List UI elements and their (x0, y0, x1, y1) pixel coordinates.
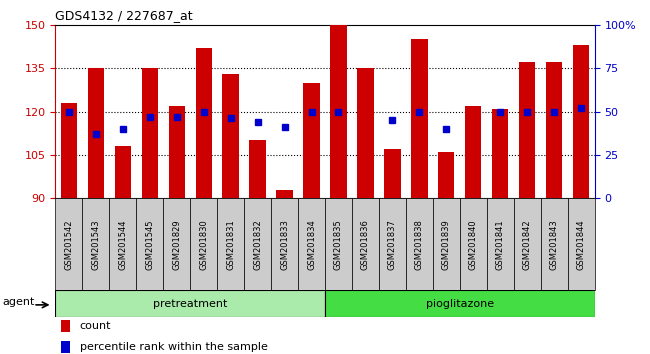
Bar (438, 152, 454, 198)
Bar (55, 198, 83, 290)
Text: agent: agent (3, 297, 35, 307)
Text: GSM201545: GSM201545 (145, 219, 154, 269)
Bar (541, 198, 568, 290)
Bar (82, 198, 109, 290)
Bar (250, 141, 266, 198)
Bar (411, 39, 428, 198)
Text: GDS4132 / 227687_at: GDS4132 / 227687_at (55, 9, 193, 22)
Bar (190, 198, 217, 290)
Text: GSM201544: GSM201544 (118, 219, 127, 269)
Text: GSM201839: GSM201839 (442, 219, 451, 270)
Bar (433, 198, 460, 290)
Bar (325, 198, 352, 290)
Text: GSM201542: GSM201542 (64, 219, 73, 269)
Bar (136, 198, 163, 290)
Bar (460, 198, 487, 290)
Bar (60, 341, 70, 353)
Text: GSM201838: GSM201838 (415, 219, 424, 270)
Bar (519, 62, 536, 198)
Bar (163, 198, 190, 290)
Bar (109, 198, 136, 290)
Text: GSM201843: GSM201843 (550, 219, 559, 270)
Text: GSM201835: GSM201835 (334, 219, 343, 270)
Text: GSM201842: GSM201842 (523, 219, 532, 270)
Bar (465, 106, 482, 198)
Bar (514, 198, 541, 290)
Bar (406, 198, 433, 290)
Text: GSM201833: GSM201833 (280, 219, 289, 270)
Text: GSM201829: GSM201829 (172, 219, 181, 270)
Text: GSM201837: GSM201837 (388, 219, 397, 270)
Text: GSM201840: GSM201840 (469, 219, 478, 270)
Text: GSM201832: GSM201832 (253, 219, 262, 270)
Text: GSM201831: GSM201831 (226, 219, 235, 270)
Bar (379, 198, 406, 290)
Bar (384, 149, 400, 198)
Bar (330, 0, 346, 198)
Text: count: count (79, 321, 111, 331)
Bar (492, 109, 508, 198)
Bar (271, 198, 298, 290)
Bar (276, 190, 292, 198)
Text: GSM201841: GSM201841 (496, 219, 505, 270)
Bar (142, 68, 158, 198)
Text: percentile rank within the sample: percentile rank within the sample (79, 342, 267, 352)
Bar (358, 68, 374, 198)
Bar (60, 320, 70, 332)
Bar (217, 198, 244, 290)
Bar (55, 290, 325, 317)
Bar (573, 45, 590, 198)
Bar (304, 82, 320, 198)
Bar (298, 198, 325, 290)
Bar (546, 62, 562, 198)
Text: GSM201834: GSM201834 (307, 219, 316, 270)
Bar (568, 198, 595, 290)
Text: pretreatment: pretreatment (153, 298, 228, 309)
Bar (60, 103, 77, 198)
Bar (222, 74, 239, 198)
Bar (352, 198, 379, 290)
Bar (325, 290, 595, 317)
Bar (88, 68, 104, 198)
Text: GSM201830: GSM201830 (199, 219, 208, 270)
Bar (244, 198, 271, 290)
Text: GSM201844: GSM201844 (577, 219, 586, 270)
Text: pioglitazone: pioglitazone (426, 298, 494, 309)
Bar (196, 48, 212, 198)
Bar (114, 146, 131, 198)
Bar (168, 106, 185, 198)
Text: GSM201836: GSM201836 (361, 219, 370, 270)
Text: GSM201543: GSM201543 (91, 219, 100, 270)
Bar (487, 198, 514, 290)
